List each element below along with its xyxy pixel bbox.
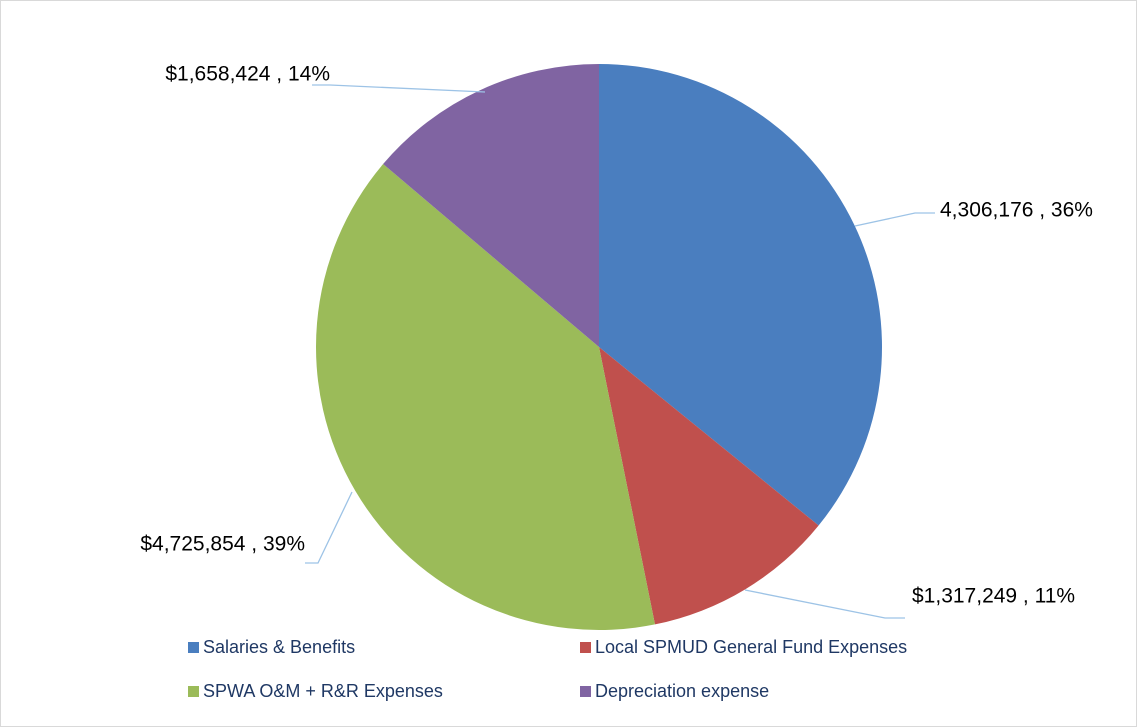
pie-slice [599, 64, 882, 526]
pie-slice [383, 63, 599, 347]
pie-slice [316, 164, 655, 630]
legend-swatch [580, 686, 591, 697]
legend-label: Salaries & Benefits [203, 637, 355, 657]
legend-swatch [188, 686, 199, 697]
legend-swatch [188, 642, 199, 653]
leader-lines [305, 84, 935, 619]
data-label: $4,725,854 , 39% [140, 533, 305, 556]
pie [316, 63, 882, 630]
legend-label: Local SPMUD General Fund Expenses [595, 637, 907, 657]
data-label: $1,658,424 , 14% [165, 63, 330, 86]
legend-swatch [580, 642, 591, 653]
leader-line [854, 212, 935, 227]
leader-line [744, 589, 905, 619]
leader-line [305, 491, 353, 564]
legend-label: Depreciation expense [595, 681, 769, 701]
data-label: 4,306,176 , 36% [940, 199, 1093, 222]
legend-label: SPWA O&M + R&R Expenses [203, 681, 443, 701]
pie-slice [599, 347, 819, 625]
leader-line [312, 84, 486, 93]
data-label: $1,317,249 , 11% [912, 585, 1075, 608]
